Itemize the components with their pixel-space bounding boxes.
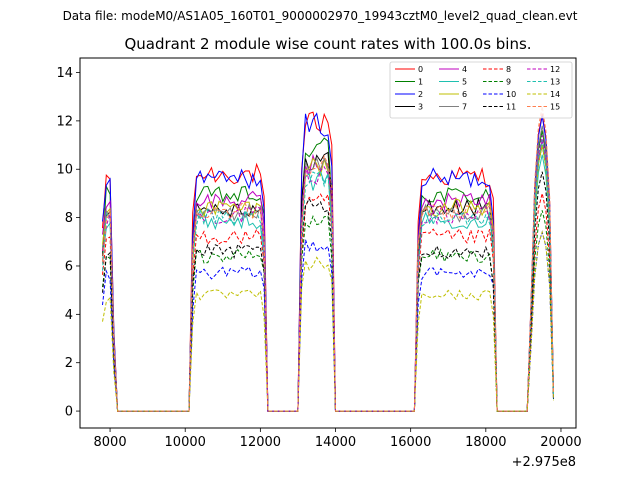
- x-tick-label: 18000: [465, 435, 506, 450]
- y-tick-label: 14: [56, 66, 73, 81]
- legend-label-4: 4: [462, 65, 467, 74]
- x-tick-label: 14000: [315, 435, 356, 450]
- legend-label-15: 15: [550, 103, 560, 112]
- legend-label-8: 8: [506, 65, 511, 74]
- y-tick-label: 10: [56, 163, 73, 178]
- y-tick-label: 2: [65, 356, 73, 371]
- legend-label-5: 5: [462, 78, 467, 87]
- legend-label-2: 2: [418, 90, 423, 99]
- legend-label-0: 0: [418, 65, 423, 74]
- legend-label-11: 11: [506, 103, 516, 112]
- legend-label-3: 3: [418, 103, 423, 112]
- figure-suptitle: Data file: modeM0/AS1A05_160T01_90000029…: [63, 9, 578, 23]
- legend-label-9: 9: [506, 78, 511, 87]
- legend-label-10: 10: [506, 90, 516, 99]
- x-tick-label: 8000: [94, 435, 127, 450]
- legend-label-7: 7: [462, 103, 467, 112]
- axis-ticks: 8000 10000 12000 14000 16000 18000 20000 0 2 4 6 8 1…: [56, 66, 581, 450]
- legend-label-1: 1: [418, 78, 423, 87]
- series-line-8: [102, 193, 554, 412]
- x-offset-label: +2.975e8: [512, 455, 576, 470]
- y-tick-label: 12: [56, 114, 73, 129]
- chart-title: Quadrant 2 module wise count rates with …: [124, 35, 531, 53]
- y-tick-label: 4: [65, 308, 73, 323]
- axes-frame: [79, 57, 577, 429]
- y-tick-label: 6: [65, 259, 73, 274]
- y-tick-label: 8: [65, 211, 73, 226]
- legend-label-6: 6: [462, 90, 467, 99]
- x-tick-label: 12000: [240, 435, 281, 450]
- legend-frame: [389, 61, 573, 119]
- plot-lines: [102, 106, 554, 412]
- legend-label-13: 13: [550, 78, 560, 87]
- x-tick-label: 16000: [390, 435, 431, 450]
- legend-label-12: 12: [550, 65, 560, 74]
- x-tick-label: 10000: [165, 435, 206, 450]
- legend-label-14: 14: [550, 90, 560, 99]
- series-line-15: [102, 106, 554, 412]
- y-tick-label: 0: [65, 405, 73, 420]
- x-tick-label: 20000: [540, 435, 581, 450]
